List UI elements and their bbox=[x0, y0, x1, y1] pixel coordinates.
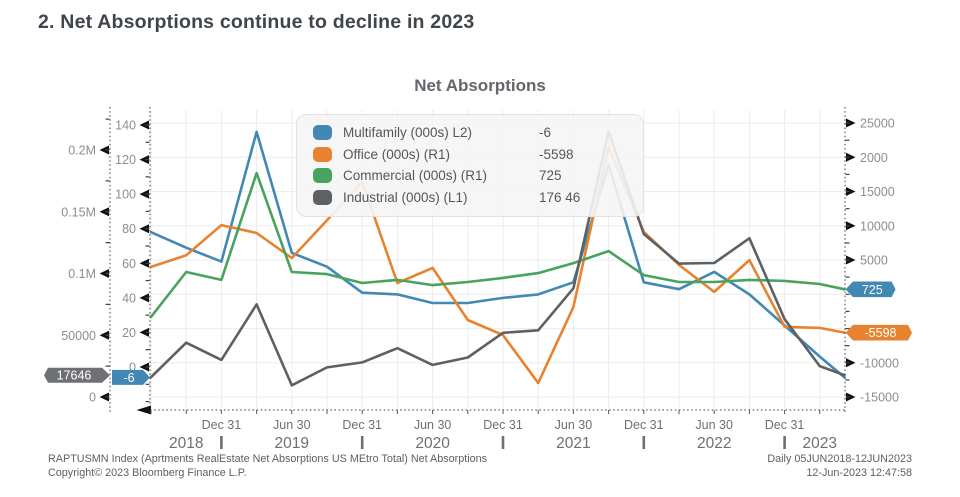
legend-label: Industrial (000s) (L1) bbox=[343, 189, 468, 205]
svg-text:0: 0 bbox=[129, 361, 136, 375]
svg-text:2019: 2019 bbox=[275, 435, 309, 452]
footer-source-block: RAPTUSMN Index (Aprtments RealEstate Net… bbox=[48, 452, 487, 480]
svg-text:0.2M: 0.2M bbox=[68, 144, 96, 158]
svg-text:-6: -6 bbox=[123, 371, 134, 385]
page-title: 2. Net Absorptions continue to decline i… bbox=[38, 11, 475, 33]
legend-item: Industrial (000s) (L1) 176 46 bbox=[313, 187, 627, 209]
svg-text:2023: 2023 bbox=[803, 435, 837, 452]
svg-text:Jun 30: Jun 30 bbox=[414, 418, 452, 432]
axis-spines bbox=[109, 107, 846, 415]
svg-text:Dec 31: Dec 31 bbox=[483, 418, 523, 432]
legend-item: Multifamily (000s) L2) -6 bbox=[313, 122, 627, 144]
svg-text:100: 100 bbox=[115, 188, 136, 202]
svg-text:20: 20 bbox=[122, 326, 136, 340]
svg-text:Jun 30: Jun 30 bbox=[273, 418, 311, 432]
svg-text:140: 140 bbox=[115, 118, 136, 132]
svg-text:-10000: -10000 bbox=[860, 356, 899, 370]
svg-text:2021: 2021 bbox=[556, 435, 590, 452]
svg-text:2000: 2000 bbox=[860, 151, 888, 165]
series-line-industrial bbox=[149, 130, 846, 387]
axis-r1: 25000 2000 15000 10000 5000 -10000 -15000 bbox=[845, 117, 899, 405]
legend-color-swatch bbox=[313, 189, 332, 205]
svg-text:2018: 2018 bbox=[169, 435, 203, 452]
footer-copyright: Copyright© 2023 Bloomberg Finance L.P. bbox=[48, 467, 247, 479]
footer-range: Daily 05JUN2018-12JUN2023 bbox=[767, 453, 912, 465]
series-line-office bbox=[149, 145, 846, 385]
legend-item: Office (000s) (R1) -5598 bbox=[313, 144, 627, 166]
legend-color-swatch bbox=[313, 146, 332, 162]
series-line-commercial bbox=[149, 171, 846, 319]
axis-l1: 0.2M 0.15M 0.1M 50000 0 bbox=[61, 118, 110, 405]
svg-text:2020: 2020 bbox=[415, 435, 450, 452]
svg-text:Dec 31: Dec 31 bbox=[624, 418, 664, 432]
svg-text:80: 80 bbox=[122, 222, 136, 236]
svg-text:50000: 50000 bbox=[61, 329, 96, 343]
legend-color-swatch bbox=[313, 168, 332, 184]
legend-value: -6 bbox=[539, 125, 552, 141]
x-axis: Dec 31 Jun 30 Dec 31 Jun 30 Dec 31 Jun 30 Dec … bbox=[169, 418, 837, 452]
svg-text:Jun 30: Jun 30 bbox=[555, 418, 593, 432]
legend: Multifamily (000s) L2) -6 Office (000s) … bbox=[296, 114, 644, 217]
value-badges: 17646 -6 725 -5598 bbox=[44, 281, 912, 385]
svg-text:25000: 25000 bbox=[860, 117, 895, 131]
legend-label: Office (000s) (R1) bbox=[343, 146, 451, 162]
svg-text:15000: 15000 bbox=[860, 185, 895, 199]
svg-text:Jun 30: Jun 30 bbox=[695, 418, 733, 432]
legend-label: Commercial (000s) (R1) bbox=[343, 168, 488, 184]
svg-text:60: 60 bbox=[122, 257, 136, 271]
legend-value: 725 bbox=[539, 168, 562, 184]
footer-timestamp: 12-Jun-2023 12:47:58 bbox=[806, 467, 912, 479]
svg-text:0.15M: 0.15M bbox=[61, 205, 96, 219]
svg-text:Dec 31: Dec 31 bbox=[342, 418, 382, 432]
legend-label: Multifamily (000s) L2) bbox=[343, 125, 473, 141]
svg-text:0: 0 bbox=[89, 391, 96, 405]
svg-text:10000: 10000 bbox=[860, 219, 895, 233]
svg-text:2022: 2022 bbox=[697, 435, 731, 452]
svg-text:-15000: -15000 bbox=[860, 391, 899, 405]
svg-text:-5598: -5598 bbox=[865, 326, 897, 340]
legend-color-swatch bbox=[313, 125, 332, 141]
svg-text:17646: 17646 bbox=[57, 369, 92, 383]
axis-l2: 140 120 100 80 60 40 20 0 bbox=[115, 118, 150, 403]
svg-text:725: 725 bbox=[862, 283, 883, 297]
legend-value: 176 46 bbox=[539, 189, 581, 205]
svg-text:5000: 5000 bbox=[860, 254, 888, 268]
footer-range-block: Daily 05JUN2018-12JUN2023 12-Jun-2023 12… bbox=[767, 452, 912, 480]
svg-text:Dec 31: Dec 31 bbox=[202, 418, 242, 432]
svg-text:Dec 31: Dec 31 bbox=[765, 418, 805, 432]
legend-item: Commercial (000s) (R1) 725 bbox=[313, 165, 627, 187]
svg-text:40: 40 bbox=[122, 291, 136, 305]
footer-source: RAPTUSMN Index (Aprtments RealEstate Net… bbox=[48, 453, 488, 465]
legend-value: -5598 bbox=[539, 146, 574, 162]
chart-title: Net Absorptions bbox=[414, 76, 546, 95]
series-line-multifamily bbox=[149, 130, 846, 379]
svg-text:120: 120 bbox=[115, 153, 136, 167]
svg-text:0.1M: 0.1M bbox=[68, 267, 96, 281]
